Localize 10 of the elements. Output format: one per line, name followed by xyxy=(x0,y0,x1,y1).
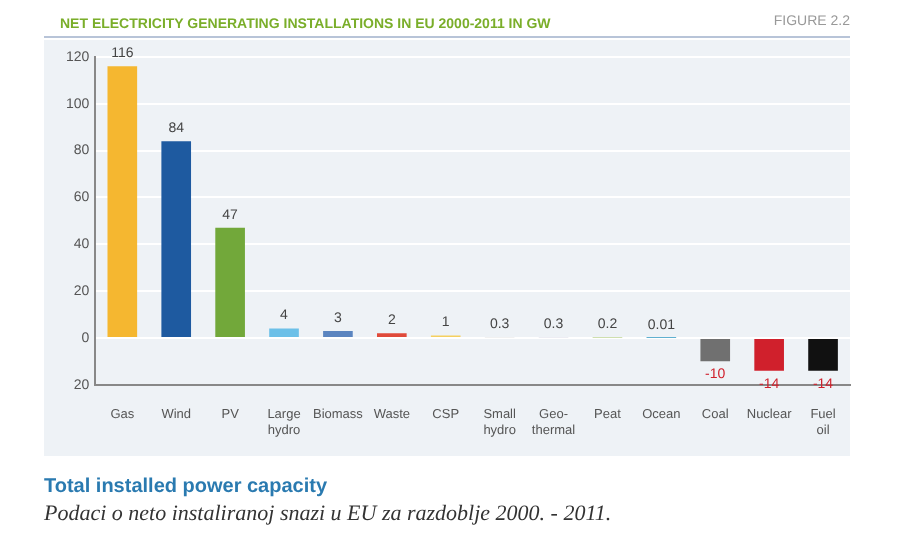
bar xyxy=(808,338,838,371)
bar xyxy=(107,66,138,337)
bar xyxy=(269,328,299,337)
bar xyxy=(323,330,353,337)
bar xyxy=(161,141,192,337)
text: Total installed power capacity xyxy=(44,476,330,498)
text: Podaci o neto instaliranoj snazi u EU za razdoblje 2000. - 2011. xyxy=(44,502,614,526)
bar xyxy=(215,227,245,337)
bar xyxy=(700,338,731,362)
bar xyxy=(754,338,784,371)
